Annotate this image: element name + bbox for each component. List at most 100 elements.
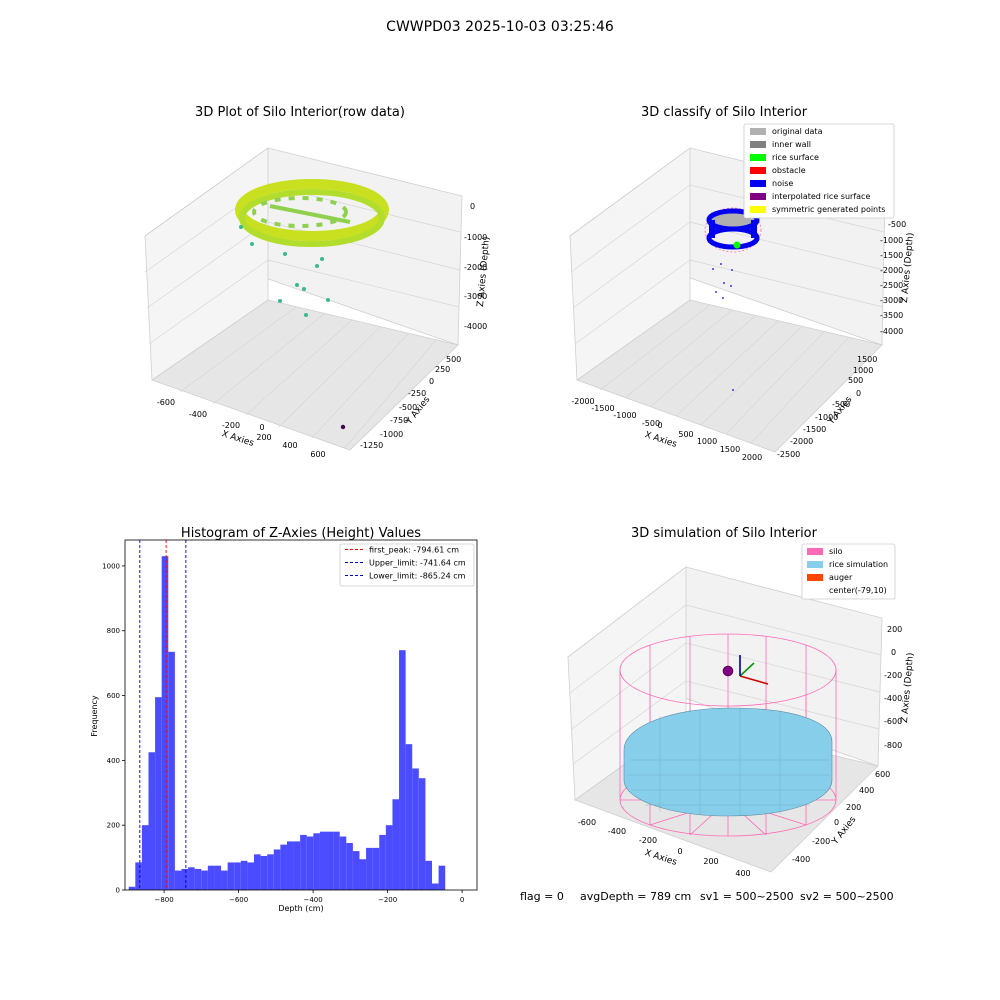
classify-x-tick: -1000	[613, 411, 636, 420]
classify-z-tick: -1500	[880, 251, 903, 260]
legend-label: rice simulation	[829, 560, 888, 569]
histogram-bar	[392, 799, 400, 890]
classify-z-tick: -3500	[880, 311, 903, 320]
legend-swatch	[750, 180, 766, 187]
histogram-bar	[286, 841, 294, 890]
histogram-bar	[148, 752, 156, 890]
histogram-bar	[280, 844, 287, 890]
classify-x-label: X Axies	[643, 430, 678, 450]
legend-label: rice surface	[772, 153, 819, 162]
raw-y-tick: -1250	[360, 441, 383, 450]
classify-x-tick: -2000	[571, 397, 594, 406]
histogram-bar	[352, 851, 360, 890]
classify-x-tick: -1500	[591, 404, 614, 413]
histogram-bar	[372, 847, 380, 890]
raw-x-tick: 600	[310, 450, 325, 459]
legend-label: symmetric generated points	[772, 205, 885, 214]
sim-y-tick: 0	[834, 818, 839, 827]
classify-y-tick: -2000	[790, 437, 813, 446]
histogram-x-tick-label: 0	[460, 896, 464, 904]
raw-x-tick: 400	[282, 441, 297, 450]
histogram-x-label: Depth (cm)	[278, 904, 323, 913]
classify-z-tick: -2500	[880, 281, 903, 290]
classify-x-tick: 1000	[697, 437, 717, 446]
raw-y-tick: 500	[446, 355, 461, 364]
legend-label: inner wall	[772, 140, 811, 149]
footer-sv2: sv2 = 500~2500	[800, 890, 894, 903]
histogram-y-tick-label: 600	[107, 692, 120, 700]
legend-swatch	[750, 206, 766, 213]
legend-swatch	[750, 154, 766, 161]
histogram-x-tick-label: −600	[229, 896, 248, 904]
raw-z-tick: -3000	[464, 292, 487, 301]
raw-x-tick: -200	[222, 421, 240, 430]
histogram-bar	[141, 825, 149, 890]
histogram-bar	[201, 870, 208, 890]
histogram-bar	[385, 825, 393, 890]
classify-z-tick: -3000	[880, 296, 903, 305]
histogram-bar	[174, 870, 182, 890]
sim-x-tick: 200	[703, 857, 718, 866]
raw-y-tick: -1000	[380, 430, 403, 439]
classify-z-tick: -500	[888, 220, 906, 229]
histogram-bar	[319, 831, 327, 890]
histogram-bar	[326, 831, 334, 890]
histogram-bar	[234, 862, 241, 890]
histogram-bar	[227, 862, 235, 890]
histogram-bar	[161, 556, 169, 890]
raw-z-label: Z Axies (Depth)	[476, 236, 492, 307]
panel-histogram: Histogram of Z-Axies (Height) Values −80…	[90, 526, 478, 913]
histogram-legend-label: Lower_limit: -865.24 cm	[369, 572, 466, 581]
histogram-bar	[194, 868, 202, 890]
sim-y-tick: 600	[875, 770, 890, 779]
sim-x-label: X Axies	[643, 848, 678, 868]
sim-x-tick: 0	[677, 847, 682, 856]
histogram-bar	[359, 859, 367, 890]
panel-simulation-3d: 3D simulation of Silo Interior	[567, 526, 916, 878]
simulation-legend: silo rice simulation auger center(-79,10)	[801, 543, 896, 600]
y-direction-arrow	[739, 662, 755, 677]
ring-points	[235, 179, 389, 241]
sparse-points	[239, 225, 330, 317]
histogram-bar	[181, 868, 189, 890]
sim-z-tick: 200	[887, 625, 902, 634]
histogram-reference-lines	[139, 540, 187, 890]
raw-z-tick: -1000	[464, 233, 487, 242]
legend-swatch	[807, 561, 823, 568]
histogram-bar	[438, 865, 446, 890]
sim-z-tick: 0	[891, 648, 896, 657]
histogram-bar	[339, 836, 347, 890]
histogram-bar	[306, 836, 314, 890]
raw-x-tick: 200	[256, 433, 271, 442]
raw-z-tick: -4000	[464, 322, 487, 331]
sim-z-tick: -800	[884, 741, 902, 750]
histogram-bar	[432, 883, 439, 890]
panel-raw-3d-title: 3D Plot of Silo Interior(row data)	[195, 105, 405, 120]
histogram-x-ticks: −800 −600 −400 −200 0	[154, 890, 464, 904]
histogram-axes-frame	[124, 539, 478, 891]
histogram-bar	[379, 834, 386, 890]
raw-x-tick: 0	[259, 423, 264, 432]
histogram-y-tick-label: 1000	[102, 562, 120, 570]
histogram-bar	[214, 865, 222, 890]
legend-label: obstacle	[772, 166, 806, 175]
classify-y-tick: -2500	[777, 450, 800, 459]
classify-legend: original data inner wall rice surface obsta…	[743, 123, 895, 219]
raw-y-tick: -750	[390, 416, 408, 425]
panel-classify-3d-title: 3D classify of Silo Interior	[641, 105, 808, 120]
panel-classify-3d: 3D classify of Silo Interior o	[569, 105, 916, 462]
legend-swatch	[807, 548, 823, 555]
histogram-bar	[221, 870, 228, 890]
histogram-bar	[267, 854, 274, 890]
histogram-bar	[293, 841, 301, 890]
legend-label: auger	[829, 573, 853, 582]
legend-swatch	[750, 128, 766, 135]
classify-y-tick: 0	[856, 389, 861, 398]
sim-z-label: Z Axies (Depth)	[900, 652, 916, 723]
histogram-bars	[128, 556, 446, 890]
classify-x-tick: -500	[642, 419, 660, 428]
legend-swatch	[750, 141, 766, 148]
classify-y-tick: -1000	[815, 413, 838, 422]
histogram-x-tick-label: −800	[154, 896, 173, 904]
histogram-legend-label: first_peak: -794.61 cm	[369, 546, 459, 555]
